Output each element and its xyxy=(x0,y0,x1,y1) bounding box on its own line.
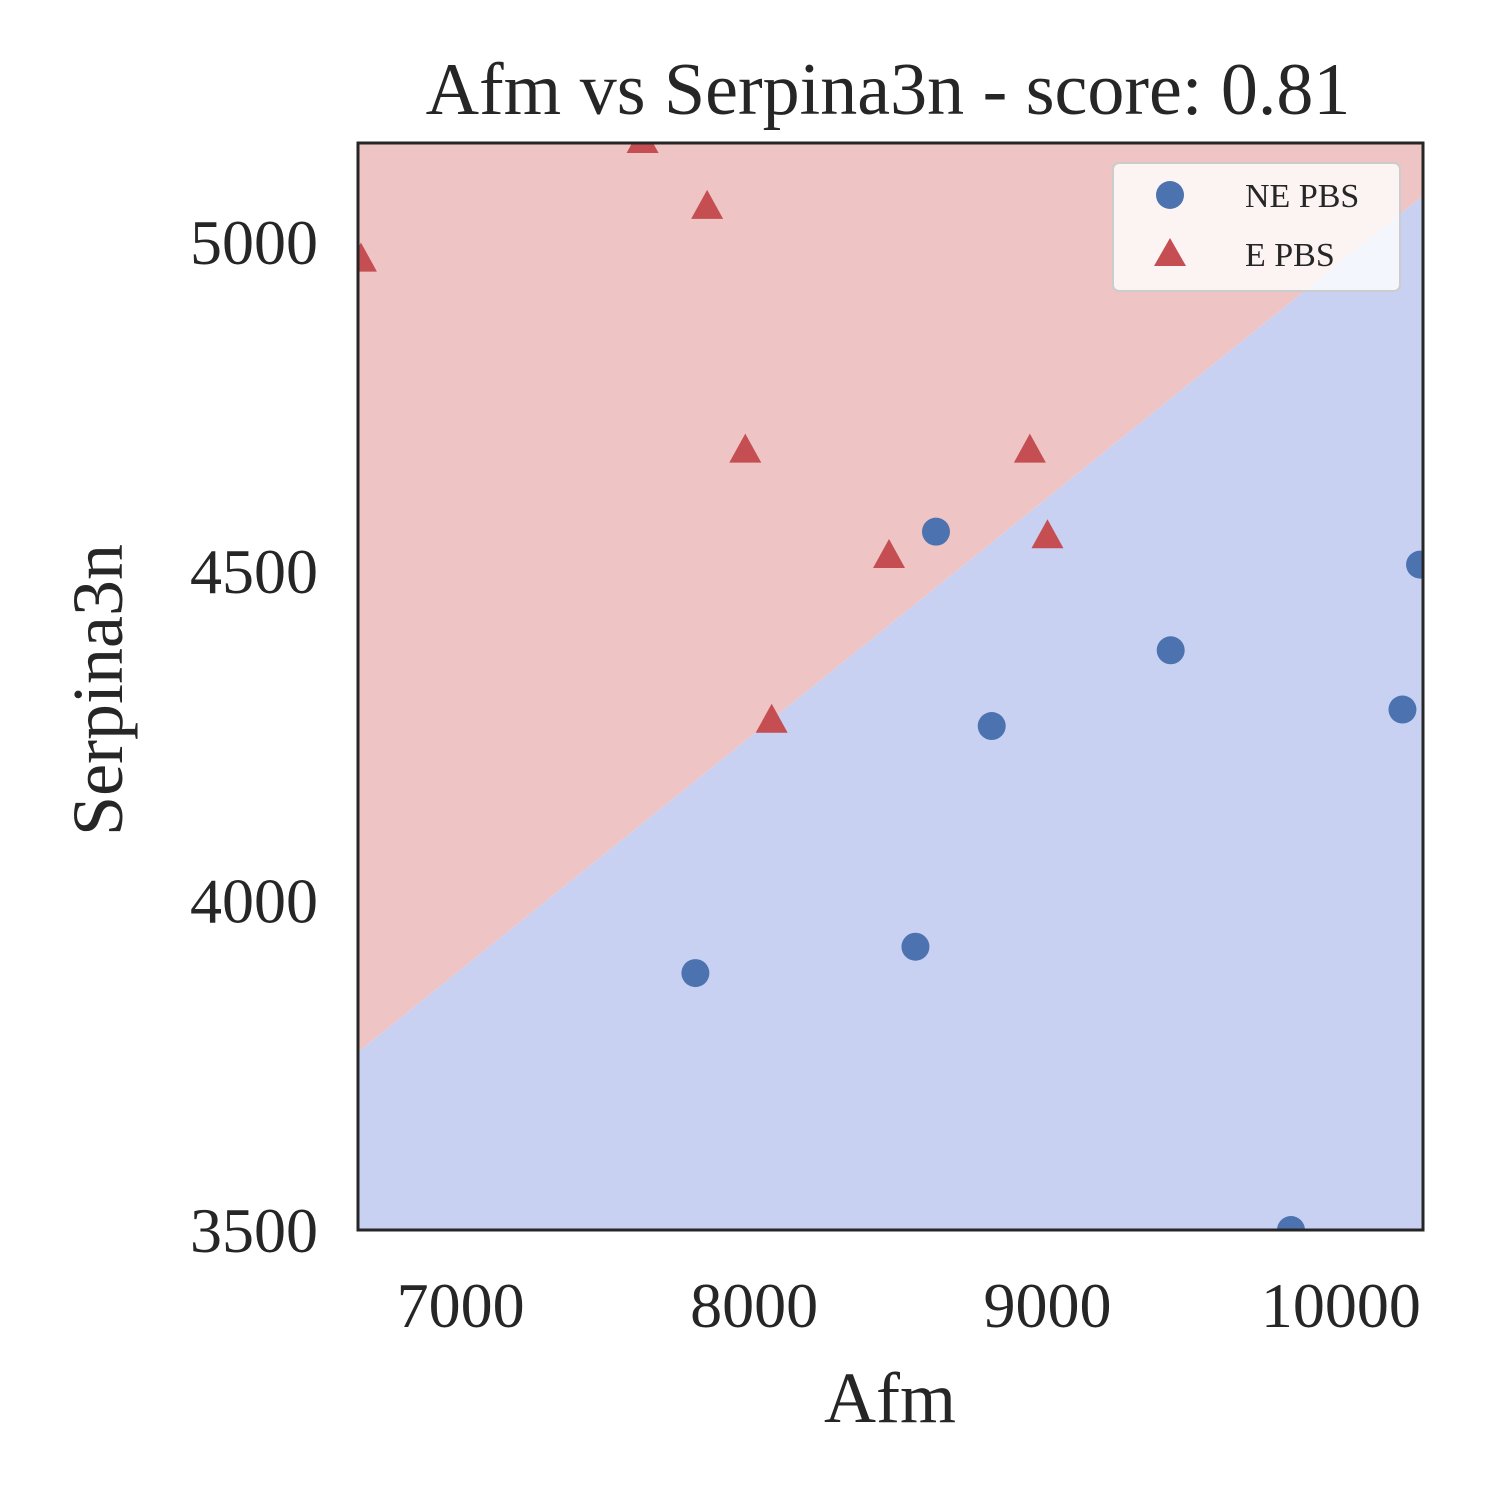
data-points xyxy=(358,143,1423,1230)
x-axis-label: Afm xyxy=(824,1358,956,1438)
y-tick-label-3500: 3500 xyxy=(190,1195,318,1266)
y-axis-label: Serpina3n xyxy=(58,544,138,836)
y-tick-label-4500: 4500 xyxy=(190,536,318,607)
y-tick-label-4000: 4000 xyxy=(190,866,318,937)
legend: NE PBS E PBS xyxy=(1112,162,1401,292)
e-pbs-point-5 xyxy=(873,539,906,569)
ne-pbs-point-4 xyxy=(1156,636,1185,665)
x-axis-ticks: 7000 8000 9000 10000 xyxy=(397,1270,1421,1341)
e-pbs-point-2 xyxy=(691,189,724,219)
legend-ne-pbs-marker xyxy=(1156,181,1184,209)
plot-frame xyxy=(356,141,1425,1232)
x-tick-label-8000: 8000 xyxy=(690,1270,818,1341)
ne-pbs-point-1 xyxy=(901,932,930,961)
ne-pbs-point-5 xyxy=(1276,1216,1305,1230)
ne-pbs-point-2 xyxy=(921,517,950,546)
legend-box xyxy=(1112,162,1401,292)
ne-pbs-point-6 xyxy=(1388,695,1417,724)
legend-e-pbs-marker xyxy=(1154,238,1186,266)
e-pbs-point-3 xyxy=(729,433,762,463)
decision-regions xyxy=(358,143,1423,1230)
e-pbs-point-0 xyxy=(358,242,377,272)
e-pbs-point-6 xyxy=(1013,433,1046,463)
region-e-pbs xyxy=(358,143,1423,1053)
ne-pbs-point-0 xyxy=(681,959,710,988)
ne-pbs-point-7 xyxy=(1406,550,1423,579)
plot-area xyxy=(356,141,1425,1232)
region-ne-pbs xyxy=(358,195,1423,1230)
e-pbs-point-7 xyxy=(1031,519,1064,549)
ne-pbs-point-3 xyxy=(977,712,1006,741)
x-tick-label-10000: 10000 xyxy=(1261,1270,1421,1341)
y-axis-ticks: 3500 4000 4500 5000 xyxy=(190,207,318,1266)
x-tick-label-9000: 9000 xyxy=(983,1270,1111,1341)
legend-e-pbs-label: E PBS xyxy=(1245,237,1335,274)
legend-ne-pbs-label: NE PBS xyxy=(1245,178,1359,215)
chart-title: Afm vs Serpina3n - score: 0.81 xyxy=(426,49,1351,131)
x-tick-label-7000: 7000 xyxy=(397,1270,525,1341)
e-pbs-point-1 xyxy=(626,143,659,153)
y-tick-label-5000: 5000 xyxy=(190,207,318,278)
e-pbs-point-4 xyxy=(755,703,788,733)
